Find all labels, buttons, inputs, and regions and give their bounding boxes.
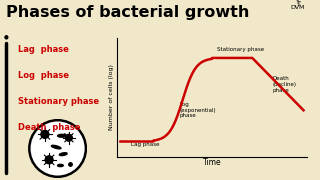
Text: Death
(decline)
phase: Death (decline) phase (272, 76, 296, 93)
Text: Log
(exponential)
phase: Log (exponential) phase (179, 102, 216, 118)
Y-axis label: Number of cells (log): Number of cells (log) (109, 64, 114, 130)
Text: ⚕: ⚕ (295, 0, 300, 8)
Text: Lag phase: Lag phase (131, 141, 159, 147)
Text: Stationary phase: Stationary phase (218, 47, 265, 52)
Text: Phases of bacterial growth: Phases of bacterial growth (6, 5, 250, 20)
Text: Stationary phase: Stationary phase (18, 97, 99, 106)
Text: DVM: DVM (291, 5, 305, 10)
Circle shape (41, 130, 49, 138)
Circle shape (66, 134, 72, 141)
Text: Log  phase: Log phase (18, 71, 68, 80)
Circle shape (29, 120, 86, 177)
Ellipse shape (52, 145, 61, 149)
Text: ●: ● (4, 35, 8, 40)
X-axis label: Time: Time (203, 158, 221, 167)
Ellipse shape (58, 134, 66, 137)
Text: Lag  phase: Lag phase (18, 45, 68, 54)
Ellipse shape (59, 153, 67, 156)
Circle shape (45, 156, 53, 164)
Ellipse shape (58, 164, 63, 167)
Text: Death  phase: Death phase (18, 123, 80, 132)
